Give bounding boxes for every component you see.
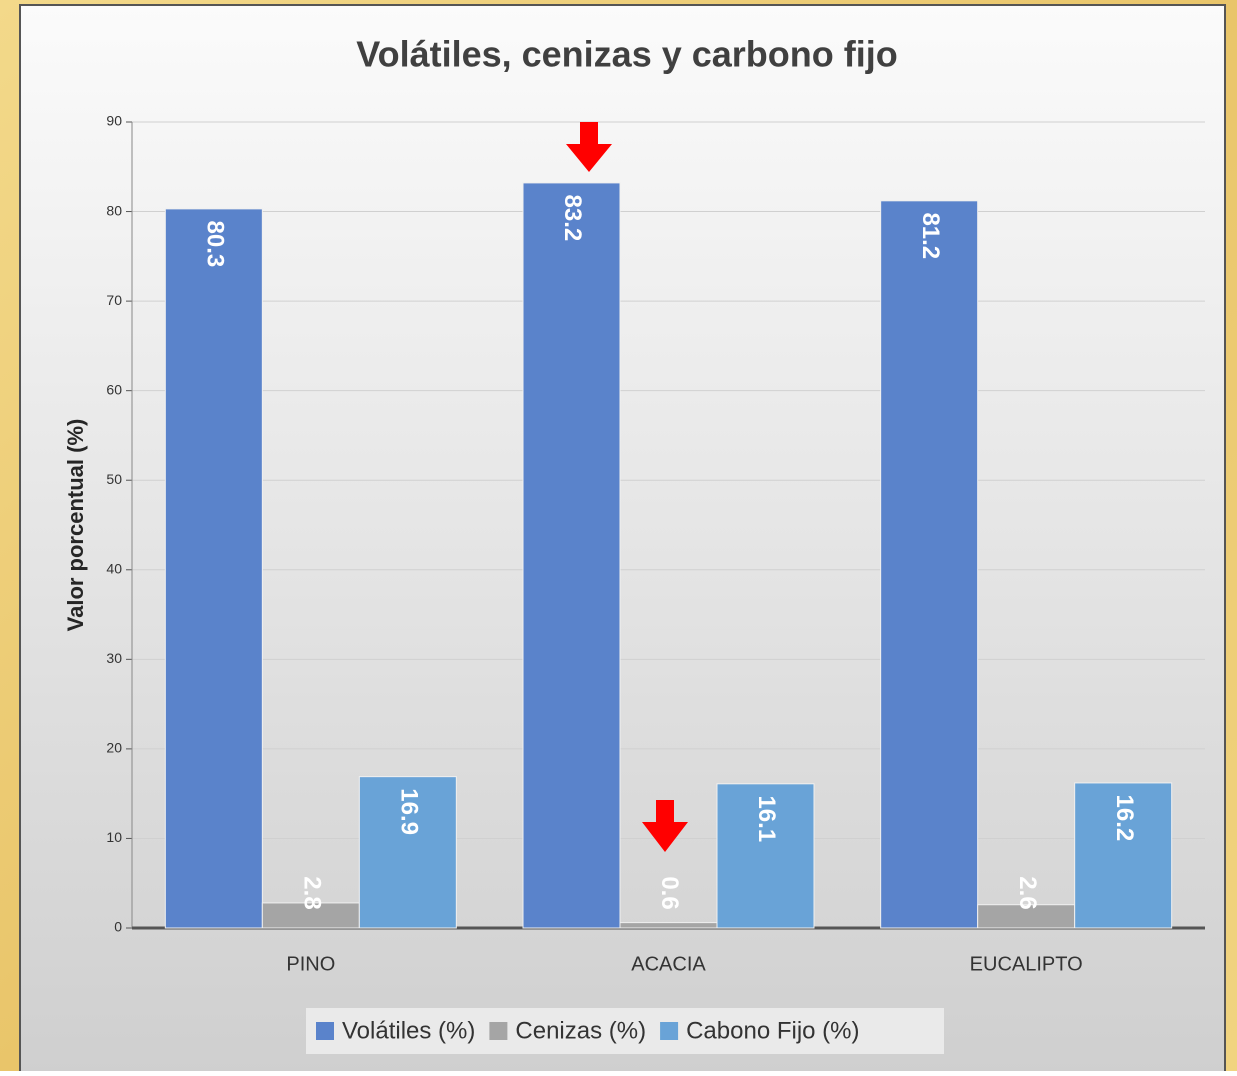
annotation-arrow (566, 122, 612, 172)
legend: Volátiles (%) Cenizas (%) Cabono Fijo (%) (316, 1017, 860, 1044)
data-label: 81.2 (917, 212, 944, 259)
data-label: 2.6 (1014, 876, 1041, 909)
x-tick-label: EUCALIPTO (970, 953, 1083, 975)
data-label: 16.9 (395, 788, 422, 835)
data-label: 2.8 (298, 876, 325, 909)
x-tick-label: PINO (286, 953, 335, 975)
bar (261, 902, 360, 929)
data-label: 0.6 (656, 876, 683, 909)
y-tick-label: 80 (106, 202, 122, 218)
data-label: 16.2 (1111, 795, 1138, 842)
y-tick-label: 50 (106, 471, 122, 487)
y-tick-label: 0 (114, 919, 122, 935)
bar (716, 783, 815, 929)
chart-title: Volátiles, cenizas y carbono fijo (356, 34, 898, 75)
y-tick-label: 70 (106, 292, 122, 308)
x-tick-label: ACACIA (631, 953, 706, 975)
plot-area: 0 10 20 30 40 50 60 70 80 90 PINO 80.3 2.8 16.9 ACACIA… (106, 113, 1205, 975)
annotation-arrow (642, 800, 688, 852)
y-tick-label: 30 (106, 650, 122, 666)
legend-label: Cenizas (%) (515, 1017, 646, 1044)
bar (619, 922, 718, 929)
bar (164, 208, 263, 929)
data-label: 16.1 (753, 795, 780, 842)
legend-label: Volátiles (%) (342, 1017, 475, 1044)
y-tick-label: 60 (106, 381, 122, 397)
data-label: 80.3 (201, 221, 228, 268)
bar (522, 182, 621, 929)
bar (358, 776, 457, 929)
legend-swatch (660, 1022, 679, 1040)
legend-swatch (316, 1022, 334, 1040)
legend-label: Cabono Fijo (%) (686, 1017, 859, 1044)
y-tick-label: 90 (106, 113, 122, 129)
bar (880, 200, 979, 929)
y-axis-title: Valor porcentual (%) (63, 419, 88, 632)
legend-box (306, 1008, 944, 1054)
data-label: 83.2 (559, 195, 586, 242)
y-tick-label: 20 (106, 740, 122, 756)
bar (1074, 782, 1173, 929)
legend-swatch (489, 1022, 508, 1040)
y-tick-label: 10 (106, 829, 122, 845)
y-tick-label: 40 (106, 560, 122, 576)
